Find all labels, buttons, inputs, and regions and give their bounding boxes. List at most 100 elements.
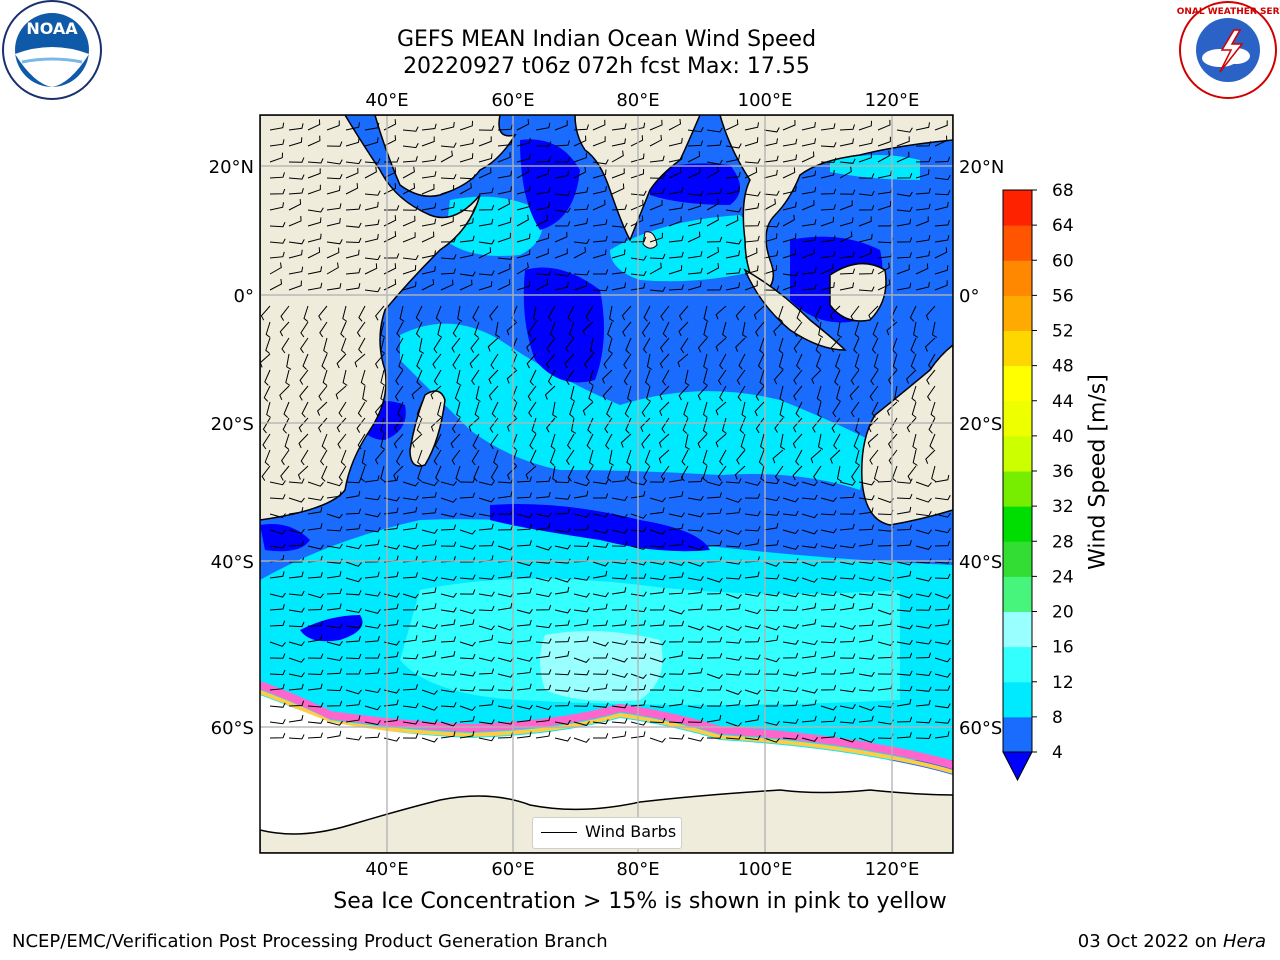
wind-barb — [565, 369, 575, 386]
wind-barb — [593, 269, 609, 275]
wind-barb — [782, 154, 798, 163]
wind-barb — [611, 150, 624, 163]
wind-barb — [566, 433, 575, 450]
lon-tick-top: 80°E — [616, 90, 659, 111]
wind-barb — [706, 508, 722, 515]
wind-barb — [269, 653, 286, 659]
wind-barb — [345, 699, 361, 707]
wind-barb — [873, 465, 879, 482]
wind-barb — [459, 557, 476, 563]
wind-barb — [687, 625, 704, 631]
wind-barb — [872, 321, 879, 338]
wind-barb — [435, 305, 442, 322]
wind-barb — [416, 353, 423, 370]
wind-barb — [475, 385, 481, 402]
wind-barb — [858, 233, 873, 243]
wind-barb — [763, 478, 780, 485]
wind-barb — [288, 137, 303, 147]
wind-barb — [535, 638, 552, 644]
wind-barb — [649, 685, 666, 691]
wind-barb — [630, 673, 647, 679]
wind-barb — [887, 369, 898, 385]
wind-barb — [300, 321, 309, 338]
wind-barb — [440, 731, 456, 739]
wind-barb — [931, 465, 937, 482]
wind-barb — [573, 490, 589, 499]
wind-barb — [744, 235, 760, 243]
wind-barb — [772, 449, 784, 464]
wind-barb — [624, 401, 632, 418]
wind-barb — [345, 267, 361, 275]
wind-barb — [754, 401, 765, 417]
wind-barb — [416, 401, 423, 418]
wind-barb — [326, 491, 342, 499]
wind-barb — [459, 174, 476, 180]
wind-barb — [322, 369, 328, 386]
wind-barb — [858, 268, 875, 275]
colorbar-segment — [1003, 611, 1032, 648]
wind-barb — [396, 321, 404, 338]
wind-barb — [697, 337, 708, 353]
wind-barb — [326, 543, 343, 549]
colorbar-segment — [1003, 225, 1032, 261]
wind-barb — [896, 493, 913, 500]
lat-tick-left: 20°S — [211, 414, 254, 435]
wind-barb — [735, 305, 746, 321]
wind-barb — [915, 122, 930, 131]
wind-barb — [801, 591, 818, 597]
wind-barb — [307, 702, 324, 708]
wind-barb — [529, 433, 537, 450]
wind-barb — [625, 417, 632, 434]
wind-barb — [383, 688, 400, 694]
wind-barb — [896, 218, 912, 227]
wind-barb — [677, 353, 689, 368]
wind-barb — [478, 736, 495, 742]
wind-barb — [763, 190, 780, 196]
wind-barb — [839, 602, 855, 611]
wind-barb — [855, 449, 861, 466]
wind-barb — [478, 523, 494, 531]
wind-barb — [535, 622, 552, 629]
wind-barb — [839, 124, 855, 131]
wind-barb — [280, 465, 290, 481]
wind-barb — [374, 449, 385, 465]
wind-barb — [896, 540, 912, 547]
wind-barb — [511, 337, 518, 354]
wind-barb — [782, 201, 797, 211]
lat-tick-left: 0° — [234, 286, 254, 307]
colorbar-tick-label: 68 — [1052, 181, 1074, 201]
wind-barb — [812, 417, 822, 433]
wind-barb — [383, 135, 397, 147]
wind-barb — [478, 480, 495, 486]
wind-barb — [782, 592, 799, 598]
wind-barb — [321, 465, 328, 482]
wind-barb — [264, 449, 271, 466]
wind-barb — [573, 607, 590, 613]
wind-barb — [416, 369, 423, 386]
wind-barb — [744, 526, 761, 532]
wind-barb — [415, 305, 423, 322]
wind-barb — [911, 385, 917, 402]
wind-barb — [451, 449, 461, 465]
wind-barb — [364, 122, 380, 131]
wind-barb — [299, 369, 309, 385]
wind-barb — [892, 353, 898, 370]
wind-barb — [801, 737, 818, 742]
wind-barb — [934, 280, 948, 291]
wind-barb — [725, 282, 741, 291]
wind-barb — [742, 321, 748, 338]
wind-barb — [362, 385, 368, 402]
wind-barb — [687, 512, 704, 518]
wind-barb — [297, 465, 309, 480]
wind-barb — [763, 285, 780, 291]
wind-barb — [858, 495, 875, 501]
wind-barb — [374, 305, 385, 321]
wind-barb — [738, 353, 746, 370]
wind-barb — [588, 369, 594, 386]
wind-barb — [340, 321, 347, 338]
wind-barb — [288, 700, 305, 707]
wind-barb — [796, 305, 803, 322]
wind-barb — [459, 671, 476, 677]
wind-barb — [706, 733, 723, 739]
colorbar-tick-label: 24 — [1052, 567, 1074, 587]
